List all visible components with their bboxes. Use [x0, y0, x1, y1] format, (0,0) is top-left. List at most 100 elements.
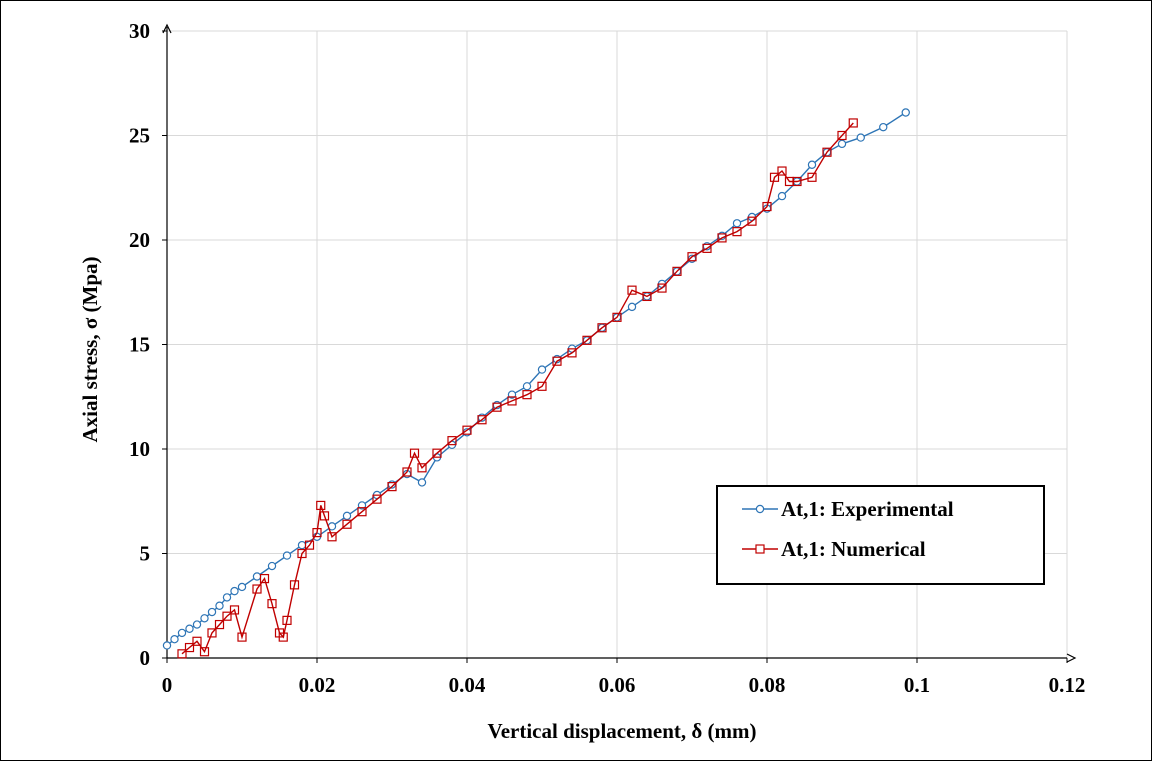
data-point	[342, 519, 352, 529]
legend: At,1: Experimental At,1: Numerical	[716, 485, 1045, 585]
legend-label-numerical: At,1: Numerical	[781, 537, 926, 561]
data-point	[732, 227, 742, 237]
legend-item-numerical: At,1: Numerical	[742, 537, 926, 561]
data-point	[522, 382, 532, 391]
data-point	[170, 634, 179, 644]
data-point	[297, 548, 307, 559]
data-point	[848, 118, 858, 128]
y-axis-title: Axial stress, σ (Mpa)	[78, 256, 102, 442]
x-tick-label: 0.06	[599, 673, 636, 697]
data-point	[567, 348, 577, 358]
y-tick-label: 10	[129, 437, 150, 461]
data-point	[837, 130, 847, 141]
data-point	[402, 467, 412, 477]
x-tick-label: 0.02	[299, 673, 336, 697]
data-point	[282, 615, 292, 625]
y-tick-label: 25	[129, 124, 150, 148]
data-point	[162, 641, 172, 650]
y-tick-label: 20	[129, 228, 150, 252]
data-point	[879, 122, 888, 132]
data-point	[215, 601, 224, 610]
data-point	[342, 511, 352, 521]
data-point	[477, 415, 487, 425]
data-point	[177, 649, 187, 659]
data-point	[462, 425, 472, 435]
data-point	[777, 191, 787, 201]
data-point	[901, 108, 910, 117]
data-point	[316, 500, 326, 511]
data-point	[552, 356, 562, 366]
data-point	[192, 620, 202, 629]
data-point	[230, 586, 239, 596]
data-point	[297, 540, 307, 550]
data-point	[222, 593, 232, 602]
data-point	[327, 532, 337, 542]
x-tick-label: 0.08	[749, 673, 786, 697]
data-point	[447, 436, 457, 446]
data-point	[582, 335, 592, 345]
data-point	[312, 527, 322, 538]
data-point	[289, 580, 300, 590]
x-axis-title: Vertical displacement, δ (mm)	[487, 719, 756, 743]
data-point	[237, 632, 247, 642]
axes-layer	[162, 23, 1077, 663]
data-point	[732, 219, 742, 228]
y-tick-label: 5	[140, 542, 151, 566]
legend-marker-numerical	[755, 544, 765, 554]
data-point	[222, 611, 232, 621]
data-point	[537, 381, 547, 391]
data-point	[747, 216, 757, 226]
x-tick-label: 0.04	[449, 673, 486, 697]
data-point	[252, 572, 262, 581]
data-point	[417, 478, 427, 487]
data-point	[807, 172, 817, 182]
y-tick-label: 30	[129, 19, 150, 43]
legend-marker-experimental	[755, 504, 765, 514]
data-point	[259, 573, 270, 584]
data-point	[214, 619, 225, 630]
data-point	[837, 139, 847, 149]
data-point	[207, 607, 217, 617]
data-point	[184, 642, 195, 653]
data-point	[717, 233, 727, 243]
series-numerical	[177, 118, 858, 659]
data-point	[657, 283, 667, 293]
data-point	[807, 160, 817, 169]
data-point	[319, 511, 330, 521]
data-point	[856, 133, 865, 142]
data-point	[702, 243, 712, 253]
tick-label-layer: 0 0.02 0.04 0.06 0.08 0.1 0.12 0 5 10 15 20 25 30	[129, 19, 1085, 697]
data-point	[387, 482, 397, 492]
x-tick-label: 0.12	[1049, 673, 1086, 697]
data-point	[409, 448, 420, 458]
data-point	[597, 323, 607, 333]
data-point	[304, 540, 315, 550]
data-point	[417, 463, 427, 473]
data-point	[612, 312, 622, 322]
x-tick-label: 0.1	[904, 673, 930, 697]
data-point	[642, 291, 652, 302]
data-point	[627, 285, 637, 295]
data-point	[522, 390, 532, 400]
data-point	[192, 636, 202, 646]
data-point	[627, 302, 637, 312]
series-line	[181, 122, 854, 655]
data-point	[200, 614, 209, 623]
legend-box	[716, 485, 1045, 585]
data-point	[762, 201, 772, 212]
data-point	[822, 147, 832, 157]
data-point	[492, 402, 502, 412]
data-point	[237, 582, 247, 592]
y-tick-label: 15	[129, 333, 150, 357]
data-point	[185, 624, 194, 633]
data-point	[687, 252, 697, 262]
data-point	[282, 551, 292, 560]
legend-label-experimental: At,1: Experimental	[781, 497, 954, 521]
data-point	[278, 632, 288, 642]
data-point	[777, 166, 787, 176]
data-point	[267, 599, 277, 609]
data-point	[432, 448, 442, 458]
data-point	[507, 396, 517, 406]
data-point	[229, 605, 240, 615]
